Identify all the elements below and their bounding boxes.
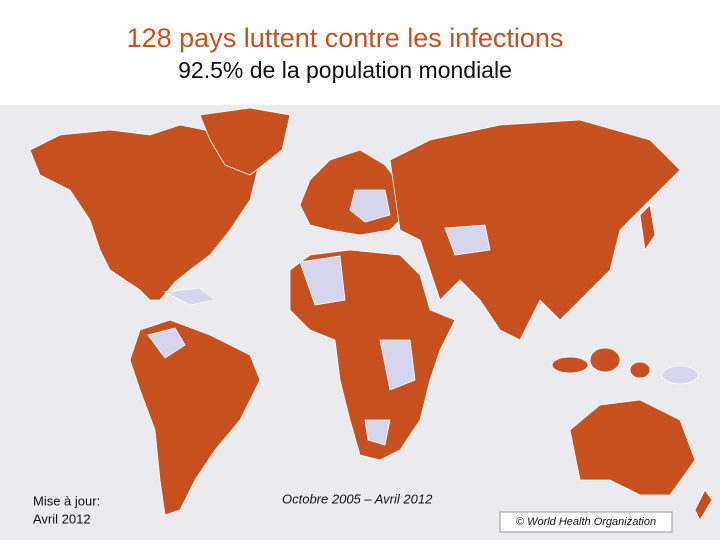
credit-box: [499, 511, 673, 533]
africa-gap-north: [299, 255, 346, 306]
subtitle: 92.5% de la population mondiale: [178, 57, 512, 83]
japan: [639, 204, 656, 252]
update-date: Avril 2012: [33, 511, 91, 526]
sulawesi: [629, 361, 651, 379]
period: Octobre 2005 – Avril 2012: [282, 491, 433, 506]
asia: [389, 119, 681, 341]
title: 128 pays luttent contre les infections: [127, 23, 564, 53]
greenland: [199, 107, 291, 176]
south-america: [129, 319, 261, 516]
north-america: [29, 124, 261, 301]
world-map: [29, 107, 713, 521]
update-label: Mise à jour:: [33, 493, 100, 508]
south-america-gap: [147, 327, 186, 359]
borneo: [589, 347, 621, 373]
asia-gap: [444, 224, 491, 256]
europe-gap: [349, 189, 391, 223]
africa-gap-south: [364, 419, 391, 446]
australia: [569, 399, 696, 496]
sumatra: [551, 356, 589, 374]
new-zealand: [694, 489, 713, 521]
credit: © World Health Organization: [516, 516, 656, 528]
caribbean: [163, 287, 216, 306]
africa-gap-center: [379, 339, 416, 391]
new-guinea: [661, 365, 699, 385]
